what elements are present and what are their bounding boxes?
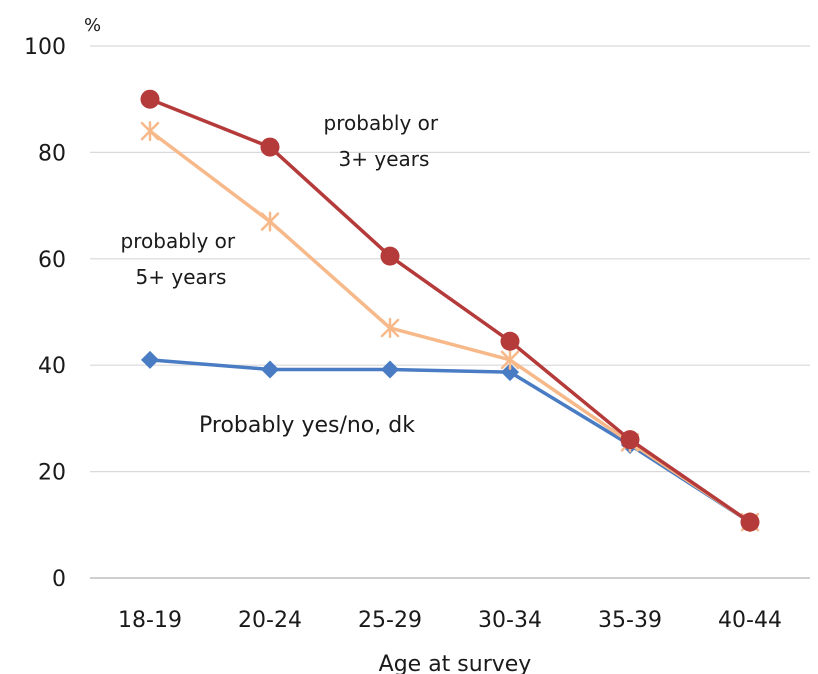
annotation-3plus: probably or 3+ years <box>324 111 445 171</box>
x-tick-label: 25-29 <box>358 608 422 633</box>
y-tick-label: 20 <box>38 461 66 486</box>
annotation-3plus-line2: 3+ years <box>339 147 430 171</box>
x-axis-title: Age at survey <box>379 652 532 674</box>
data-point <box>380 246 400 266</box>
data-point <box>380 317 400 339</box>
data-point <box>381 360 399 379</box>
annotation-5plus-line2: 5+ years <box>136 265 227 289</box>
series-line <box>148 129 751 524</box>
annotation-yesno-line1: Probably yes/no, dk <box>199 413 415 438</box>
data-point <box>140 89 160 109</box>
annotation-3plus-line1: probably or <box>324 111 439 135</box>
data-point <box>260 137 280 157</box>
x-tick-label: 40-44 <box>718 608 782 633</box>
series-group <box>140 89 760 533</box>
data-point <box>740 512 760 532</box>
series-line <box>149 358 751 524</box>
data-point <box>500 331 520 351</box>
y-tick-label: 80 <box>38 141 66 166</box>
y-tick-label: 40 <box>38 354 66 379</box>
x-tick-label: 30-34 <box>478 608 542 633</box>
y-tick-label: 100 <box>24 35 66 60</box>
data-point <box>261 360 279 379</box>
y-unit-label: % <box>84 15 101 36</box>
annotation-5plus: probably or 5+ years <box>121 229 242 289</box>
annotation-5plus-line1: probably or <box>121 229 236 253</box>
data-point <box>260 211 280 232</box>
data-point <box>620 430 640 450</box>
series-circle <box>140 89 760 532</box>
series-line <box>149 97 751 524</box>
data-point <box>501 363 519 382</box>
gridlines <box>90 45 810 473</box>
y-tick-label: 60 <box>38 248 66 273</box>
x-tick-label: 35-39 <box>598 608 662 633</box>
series-diamond <box>141 350 759 532</box>
data-point <box>500 349 520 370</box>
annotation-yesno: Probably yes/no, dk <box>199 413 415 438</box>
data-point <box>141 350 159 369</box>
x-tick-label: 20-24 <box>238 608 302 633</box>
y-tick-labels: 0 20 40 60 80 100 <box>24 35 66 592</box>
x-tick-labels: 18-19 20-24 25-29 30-34 35-39 40-44 <box>118 608 782 633</box>
x-tick-label: 18-19 <box>118 608 182 633</box>
y-tick-label: 0 <box>52 567 66 592</box>
data-point <box>140 121 160 142</box>
